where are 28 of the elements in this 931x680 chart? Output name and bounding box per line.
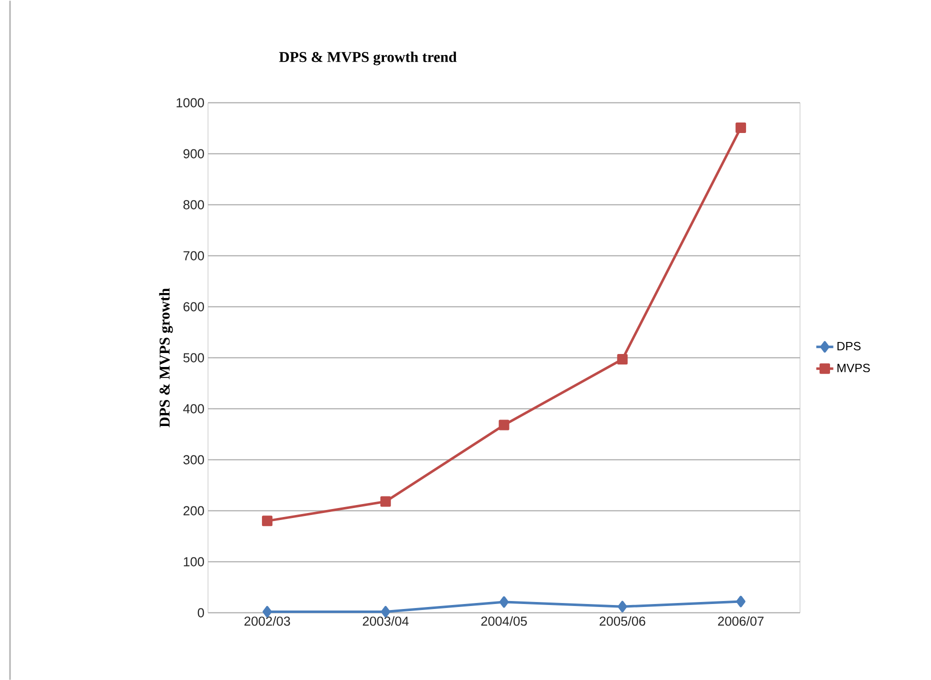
x-tick-label: 2003/04 <box>362 616 409 626</box>
y-tick-label: 100 <box>184 556 204 566</box>
y-tick-label: 500 <box>183 352 204 362</box>
y-tick-label: 300 <box>183 454 204 464</box>
y-axis-title: DPS & MVPS growth <box>159 288 173 428</box>
x-tick-label: 2006/07 <box>718 616 764 626</box>
point <box>380 496 391 507</box>
legend-label: MVPS <box>838 363 870 372</box>
point <box>617 354 628 364</box>
x-tick-label: 2002/03 <box>244 616 290 626</box>
point <box>736 596 746 608</box>
point <box>736 122 746 133</box>
y-tick-label: 0 <box>198 608 204 618</box>
y-tick-label: 700 <box>184 250 204 260</box>
y-tick-label: 1000 <box>176 98 204 108</box>
y-tick-label: 200 <box>184 506 204 516</box>
y-tick-label: 900 <box>183 148 204 158</box>
y-tick-label: 400 <box>183 404 204 414</box>
y-tick-label: 800 <box>183 200 204 210</box>
y-tick-label: 600 <box>184 302 204 312</box>
point <box>498 420 510 430</box>
chart-title: DPS & MVPS growth trend <box>279 51 457 65</box>
point <box>262 515 272 526</box>
x-tick-label: 2004/05 <box>481 616 527 626</box>
legend-label: DPS <box>838 342 861 350</box>
point <box>499 596 509 608</box>
x-tick-label: 2005/06 <box>600 616 646 626</box>
point <box>618 600 628 612</box>
